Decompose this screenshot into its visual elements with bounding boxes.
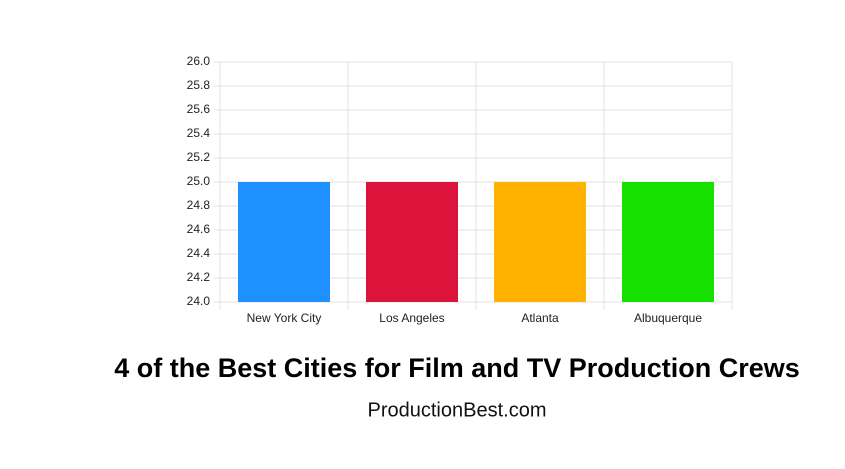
bar (494, 182, 586, 302)
bar (622, 182, 714, 302)
chart-subtitle: ProductionBest.com (368, 399, 547, 421)
x-tick-label: Atlanta (521, 311, 559, 325)
y-tick-label: 25.6 (187, 102, 211, 116)
y-tick-label: 25.8 (187, 78, 211, 92)
x-tick-label: Los Angeles (379, 311, 444, 325)
bar (366, 182, 458, 302)
y-tick-label: 26.0 (187, 54, 211, 68)
bar (238, 182, 330, 302)
y-tick-label: 25.4 (187, 126, 211, 140)
y-tick-label: 24.4 (187, 246, 211, 260)
y-tick-label: 24.6 (187, 222, 211, 236)
y-tick-label: 24.0 (187, 294, 211, 308)
y-tick-label: 25.0 (187, 174, 211, 188)
y-tick-label: 24.2 (187, 270, 211, 284)
y-tick-label: 25.2 (187, 150, 211, 164)
x-tick-label: New York City (247, 311, 322, 325)
chart-title: 4 of the Best Cities for Film and TV Pro… (114, 353, 800, 383)
y-tick-label: 24.8 (187, 198, 211, 212)
x-tick-label: Albuquerque (634, 311, 702, 325)
